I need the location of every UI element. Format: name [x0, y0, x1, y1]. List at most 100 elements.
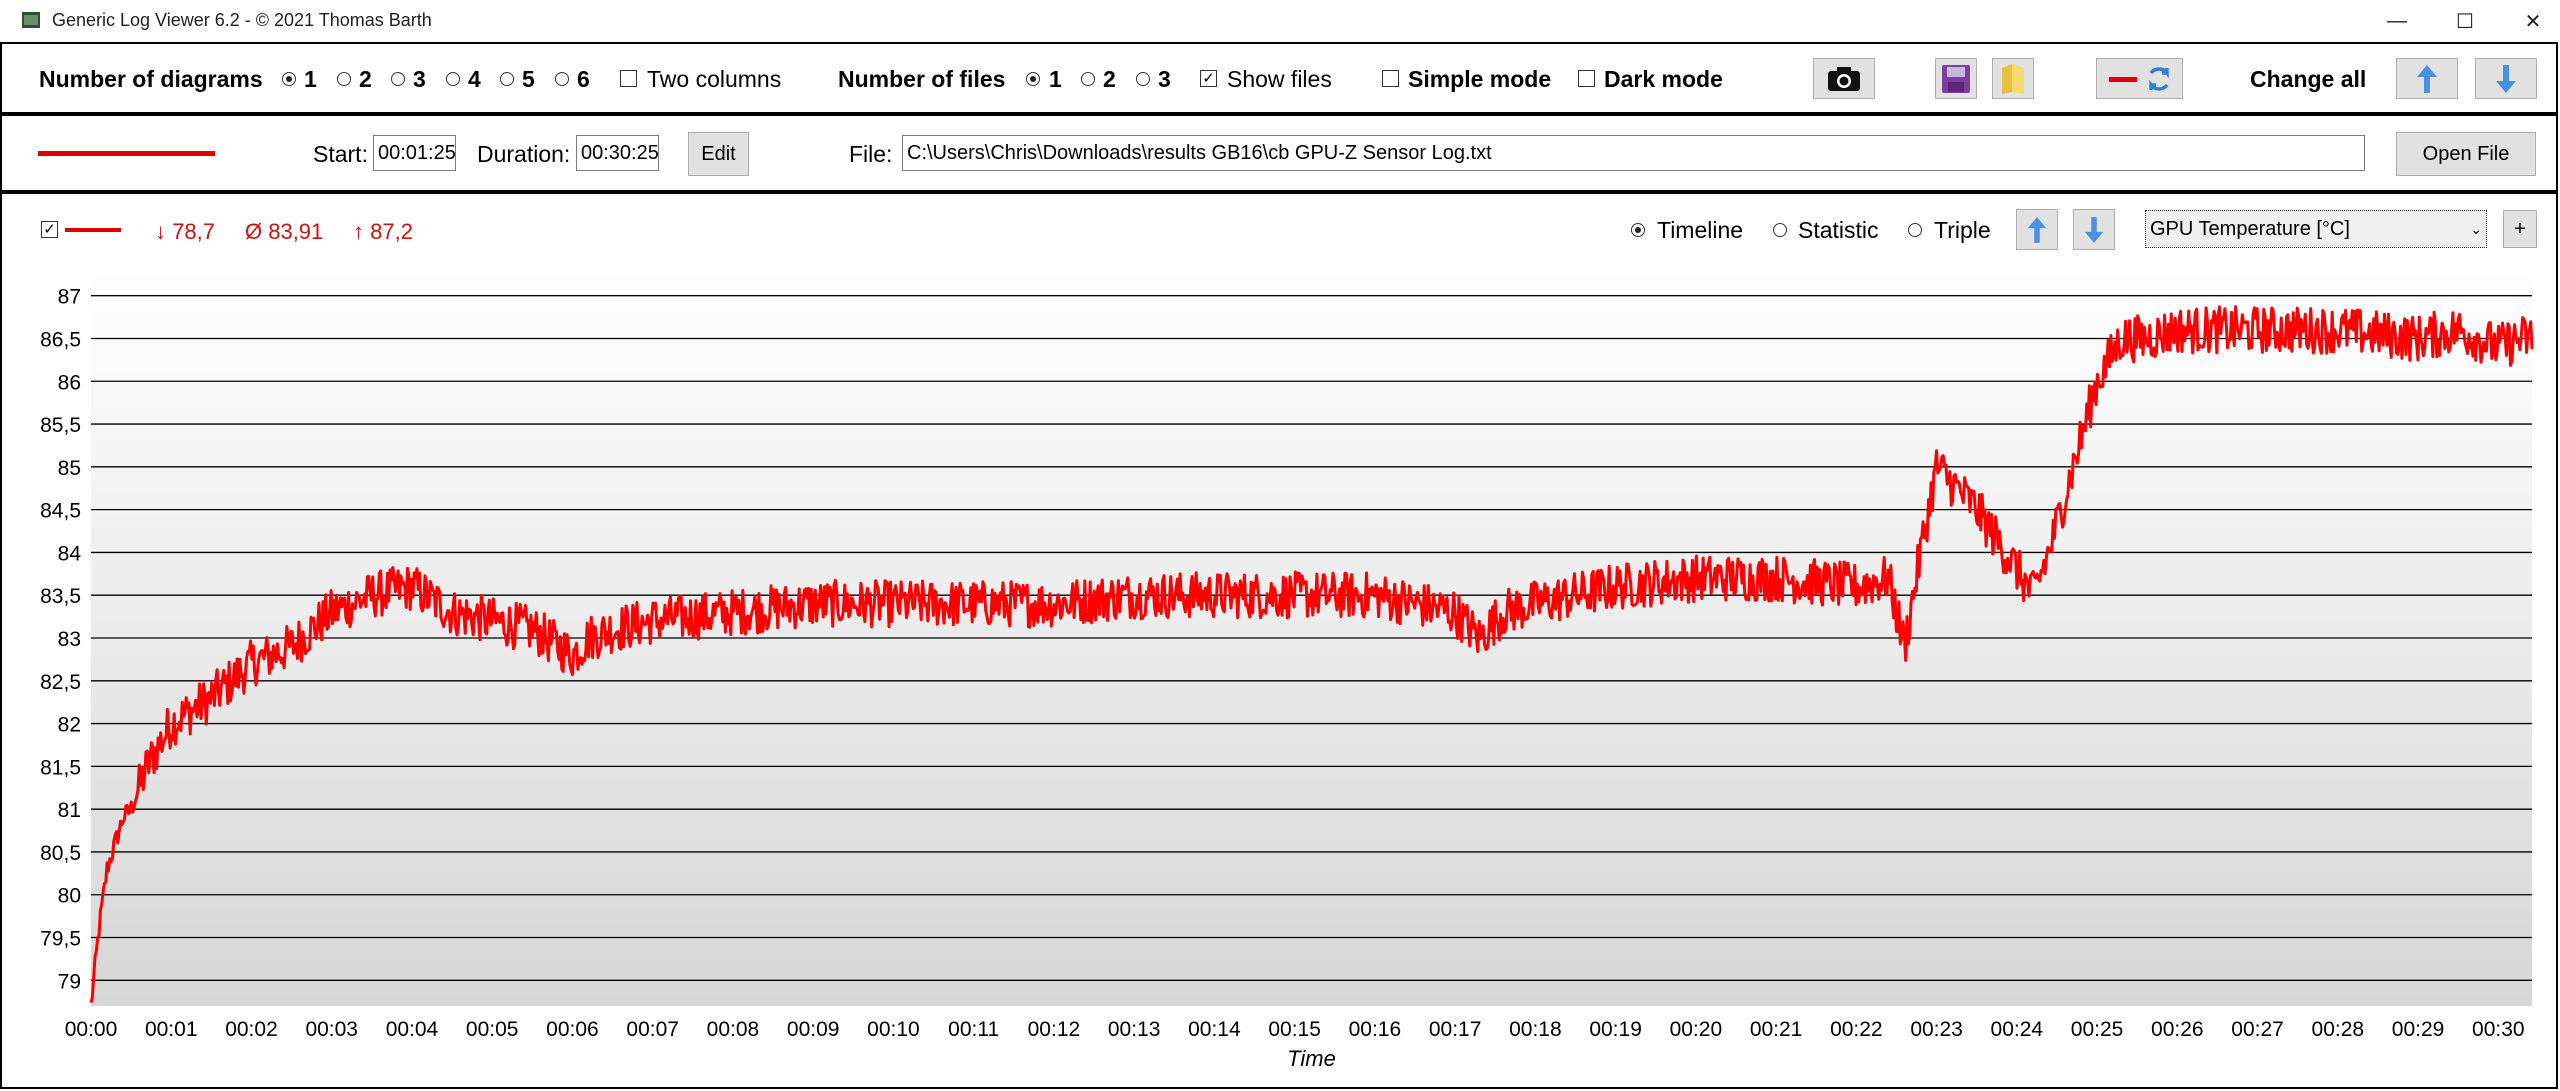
x-tick-label: 00:18 — [1509, 1018, 1562, 1041]
files-option-1-label: 1 — [1049, 66, 1062, 92]
file-line-color-swatch[interactable] — [38, 151, 215, 156]
y-tick-label: 86 — [58, 371, 81, 394]
two-columns-checkbox[interactable] — [620, 70, 637, 87]
diagrams-option-5-label: 5 — [522, 66, 535, 92]
diagram-move-down-button[interactable] — [2073, 209, 2115, 250]
x-tick-label: 00:02 — [225, 1018, 278, 1041]
diagrams-radio-6[interactable] — [555, 72, 569, 86]
open-file-button[interactable]: Open File — [2396, 132, 2536, 176]
dark-mode-checkbox[interactable] — [1578, 70, 1595, 87]
y-tick-label: 87 — [58, 286, 81, 309]
start-input[interactable]: 00:01:25 — [373, 135, 456, 171]
add-diagram-button[interactable]: + — [2503, 210, 2537, 248]
arrow-down-icon — [2496, 64, 2516, 93]
close-button[interactable]: ✕ — [2524, 10, 2542, 33]
diagram-move-up-button[interactable] — [2016, 209, 2058, 250]
x-tick-label: 00:13 — [1108, 1018, 1161, 1041]
diagrams-option-4-label: 4 — [468, 66, 481, 92]
save-button[interactable] — [1935, 58, 1977, 99]
files-option-2-label: 2 — [1103, 66, 1116, 92]
x-tick-label: 00:30 — [2472, 1018, 2525, 1041]
y-tick-label: 84 — [58, 542, 82, 565]
x-tick-label: 00:22 — [1830, 1018, 1883, 1041]
files-radio-2[interactable] — [1081, 72, 1095, 86]
files-radio-1[interactable] — [1026, 72, 1040, 86]
simple-mode-checkbox[interactable] — [1382, 70, 1399, 87]
file-path-input[interactable]: C:\Users\Chris\Downloads\results GB16\cb… — [902, 135, 2365, 171]
files-option-3-label: 3 — [1158, 66, 1171, 92]
title-bar: Generic Log Viewer 6.2 - © 2021 Thomas B… — [0, 0, 2560, 42]
files-radio-3[interactable] — [1136, 72, 1150, 86]
sensor-select-value: GPU Temperature [°C] — [2150, 217, 2350, 240]
diagrams-radio-4[interactable] — [446, 72, 460, 86]
change-all-label: Change all — [2250, 66, 2367, 92]
number-of-diagrams-label: Number of diagrams — [39, 66, 263, 92]
diagrams-radio-2[interactable] — [337, 72, 351, 86]
x-tick-label: 00:00 — [65, 1018, 118, 1041]
sensor-select[interactable]: GPU Temperature [°C] ⌄ — [2145, 210, 2487, 248]
x-tick-label: 00:15 — [1268, 1018, 1321, 1041]
x-tick-label: 00:24 — [1991, 1018, 2044, 1041]
x-tick-label: 00:01 — [145, 1018, 198, 1041]
timeline-radio[interactable] — [1631, 223, 1645, 237]
series-visible-checkbox[interactable]: ✓ — [41, 221, 58, 238]
move-down-all-button[interactable] — [2475, 58, 2537, 99]
maximize-button[interactable]: ☐ — [2456, 10, 2474, 33]
y-tick-label: 86,5 — [40, 328, 81, 351]
triple-label: Triple — [1934, 217, 1991, 243]
series-color-swatch[interactable] — [65, 228, 121, 232]
arrow-up-icon — [2027, 216, 2047, 243]
y-tick-label: 83,5 — [40, 585, 81, 608]
diagrams-radio-3[interactable] — [391, 72, 405, 86]
toolbar-divider — [0, 112, 2556, 116]
x-tick-label: 00:19 — [1589, 1018, 1642, 1041]
window-title: Generic Log Viewer 6.2 - © 2021 Thomas B… — [52, 10, 432, 30]
x-tick-label: 00:03 — [305, 1018, 358, 1041]
y-tick-label: 81 — [58, 799, 81, 822]
triple-radio[interactable] — [1908, 223, 1922, 237]
duration-label: Duration: — [477, 141, 571, 167]
x-tick-label: 00:20 — [1670, 1018, 1723, 1041]
max-value: ↑ 87,2 — [353, 219, 413, 244]
minimize-button[interactable]: — — [2387, 9, 2407, 32]
app-icon — [22, 12, 40, 28]
diagrams-option-2-label: 2 — [359, 66, 372, 92]
avg-value: Ø 83,91 — [245, 219, 324, 244]
temperature-chart: 79 79,5 80 80,5 81 81,5 82 82,5 83 83,5 84 84,5 85 85… — [40, 270, 2534, 1071]
number-of-files-label: Number of files — [838, 66, 1006, 92]
x-tick-label: 00:29 — [2392, 1018, 2445, 1041]
y-tick-label: 79 — [58, 970, 81, 993]
x-tick-label: 00:23 — [1910, 1018, 1963, 1041]
y-tick-label: 85,5 — [40, 414, 81, 437]
move-up-all-button[interactable] — [2396, 58, 2458, 99]
x-tick-label: 00:04 — [386, 1018, 439, 1041]
open-folder-button[interactable] — [1992, 58, 2034, 99]
x-axis-label: Time — [1287, 1046, 1336, 1071]
statistic-label: Statistic — [1798, 217, 1879, 243]
screenshot-button[interactable] — [1813, 58, 1875, 99]
diagrams-option-3-label: 3 — [413, 66, 426, 92]
line-color-button[interactable] — [2096, 58, 2183, 99]
duration-input[interactable]: 00:30:25 — [576, 135, 659, 171]
statistic-radio[interactable] — [1773, 223, 1787, 237]
edit-button[interactable]: Edit — [688, 132, 749, 176]
show-files-checkbox[interactable]: ✓ — [1200, 70, 1217, 87]
diagrams-radio-1[interactable] — [282, 72, 296, 86]
x-tick-label: 00:28 — [2312, 1018, 2365, 1041]
simple-mode-label: Simple mode — [1408, 66, 1552, 92]
timeline-label: Timeline — [1657, 217, 1744, 243]
x-tick-label: 00:21 — [1750, 1018, 1803, 1041]
diagrams-radio-5[interactable] — [500, 72, 514, 86]
x-tick-label: 00:08 — [707, 1018, 760, 1041]
camera-icon — [1828, 66, 1860, 91]
y-tick-label: 82,5 — [40, 671, 81, 694]
y-tick-label: 85 — [58, 457, 81, 480]
y-tick-label: 83 — [58, 628, 81, 651]
save-icon — [1942, 64, 1970, 93]
y-tick-label: 81,5 — [40, 756, 81, 779]
x-tick-label: 00:16 — [1349, 1018, 1402, 1041]
x-tick-label: 00:27 — [2231, 1018, 2284, 1041]
series-line-gpu-temperature — [89, 305, 2534, 1004]
x-tick-label: 00:05 — [466, 1018, 519, 1041]
diagrams-option-1-label: 1 — [304, 66, 317, 92]
